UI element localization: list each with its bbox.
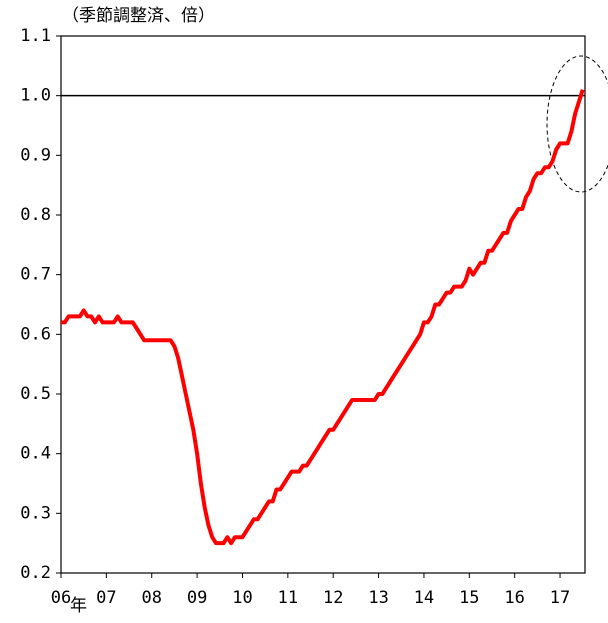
y-tick-label: 1.1 <box>20 26 51 46</box>
x-tick-label: 08 <box>141 588 161 608</box>
x-unit-label: 年 <box>70 596 87 616</box>
y-tick-label: 0.8 <box>20 205 51 225</box>
y-tick-label: 0.5 <box>20 384 51 404</box>
y-tick-label: 0.7 <box>20 265 51 285</box>
y-tick-label: 0.6 <box>20 324 51 344</box>
y-tick-label: 0.3 <box>20 503 51 523</box>
x-tick-label: 12 <box>323 588 343 608</box>
x-tick-label: 16 <box>504 588 524 608</box>
highlight-ellipse <box>546 55 608 193</box>
x-tick-label: 13 <box>368 588 388 608</box>
y-tick-label: 0.2 <box>20 563 51 583</box>
y-tick-label: 0.9 <box>20 145 51 165</box>
y-tick-label: 1.0 <box>20 86 51 106</box>
data-line <box>61 89 585 546</box>
x-tick-label: 07 <box>96 588 116 608</box>
y-axis-label: （季節調整済、倍） <box>62 6 215 26</box>
x-tick-label: 17 <box>550 588 570 608</box>
y-tick-label: 0.4 <box>20 444 51 464</box>
x-tick-label: 11 <box>278 588 298 608</box>
x-tick-label: 06 <box>51 588 71 608</box>
x-tick-label: 09 <box>187 588 207 608</box>
x-tick-label: 15 <box>459 588 479 608</box>
x-tick-label: 14 <box>414 588 434 608</box>
x-tick-label: 10 <box>232 588 252 608</box>
plot-frame <box>60 35 586 574</box>
